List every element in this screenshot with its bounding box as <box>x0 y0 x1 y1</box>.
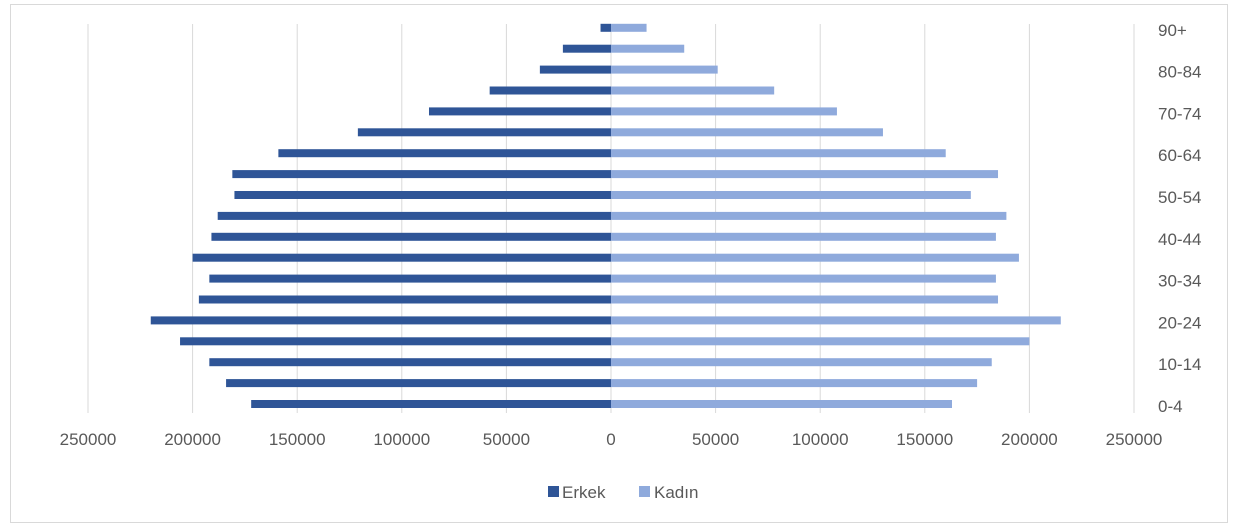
bar-kadin-40-44 <box>611 232 996 241</box>
bar-kadin-25-29 <box>611 295 999 304</box>
bar-erkek-25-29 <box>198 295 611 304</box>
bars <box>150 23 1061 408</box>
x-tick-label-0: 250000 <box>60 430 117 449</box>
y-tick-label-0: 0-4 <box>1158 397 1183 416</box>
y-tick-label-4: 40-44 <box>1158 230 1201 249</box>
bar-erkek-65-69 <box>357 128 611 137</box>
bar-erkek-0-4 <box>251 400 611 408</box>
x-tick-label-6: 50000 <box>692 430 739 449</box>
bar-kadin-60-64 <box>611 149 946 158</box>
y-axis-category-labels: 0-4 10-14 20-24 30-34 40-44 50-54 60-64 70-74 80… <box>1158 21 1201 416</box>
bar-kadin-15-19 <box>611 337 1030 346</box>
y-tick-label-8: 80-84 <box>1158 63 1201 82</box>
bar-kadin-45-49 <box>611 211 1007 220</box>
bar-erkek-60-64 <box>278 149 611 158</box>
bar-kadin-5-9 <box>611 379 978 388</box>
bar-erkek-10-14 <box>209 358 611 367</box>
bar-kadin-75-79 <box>611 86 775 95</box>
bar-erkek-45-49 <box>217 211 612 220</box>
bar-kadin-55-59 <box>611 170 999 179</box>
bar-erkek-90+ <box>600 23 611 32</box>
x-axis-tick-labels: 250000 200000 150000 100000 50000 0 50000 10000… <box>60 430 1163 449</box>
x-tick-label-9: 200000 <box>1001 430 1058 449</box>
bar-kadin-50-54 <box>611 191 971 199</box>
bar-kadin-30-34 <box>611 274 996 283</box>
legend-swatch-erkek <box>548 486 559 497</box>
y-tick-label-2: 20-24 <box>1158 313 1201 332</box>
bar-erkek-15-19 <box>180 337 611 346</box>
legend-swatch-kadin <box>639 486 650 497</box>
bar-erkek-50-54 <box>234 191 611 199</box>
bar-kadin-85-89 <box>611 44 685 53</box>
x-tick-label-7: 100000 <box>792 430 849 449</box>
bar-erkek-40-44 <box>211 232 612 241</box>
bar-kadin-80-84 <box>611 65 718 74</box>
x-tick-label-3: 100000 <box>373 430 430 449</box>
bar-kadin-70-74 <box>611 107 837 116</box>
bar-erkek-35-39 <box>192 253 611 262</box>
bar-erkek-85-89 <box>562 44 611 53</box>
bar-kadin-20-24 <box>611 316 1061 325</box>
bar-kadin-0-4 <box>611 400 952 408</box>
bar-erkek-5-9 <box>226 379 611 388</box>
bar-erkek-55-59 <box>232 170 611 179</box>
bar-kadin-65-69 <box>611 128 883 137</box>
legend: Erkek Kadın <box>548 483 698 502</box>
y-tick-label-9: 90+ <box>1158 21 1187 40</box>
bar-kadin-35-39 <box>611 253 1019 262</box>
y-tick-label-3: 30-34 <box>1158 272 1201 291</box>
x-tick-label-8: 150000 <box>896 430 953 449</box>
y-tick-label-6: 60-64 <box>1158 146 1201 165</box>
bar-erkek-70-74 <box>428 107 611 116</box>
x-tick-label-5: 0 <box>606 430 615 449</box>
bar-erkek-30-34 <box>209 274 611 283</box>
y-tick-label-7: 70-74 <box>1158 104 1201 123</box>
bar-erkek-80-84 <box>539 65 611 74</box>
bar-erkek-75-79 <box>489 86 611 95</box>
legend-label-erkek: Erkek <box>562 483 606 502</box>
bar-kadin-90+ <box>611 23 647 32</box>
y-tick-label-5: 50-54 <box>1158 188 1201 207</box>
y-tick-label-1: 10-14 <box>1158 355 1201 374</box>
x-tick-label-4: 50000 <box>483 430 530 449</box>
legend-label-kadin: Kadın <box>654 483 698 502</box>
bar-erkek-20-24 <box>150 316 611 325</box>
x-tick-label-2: 150000 <box>269 430 326 449</box>
x-tick-label-1: 200000 <box>164 430 221 449</box>
x-tick-label-10: 250000 <box>1106 430 1163 449</box>
bar-kadin-10-14 <box>611 358 992 367</box>
